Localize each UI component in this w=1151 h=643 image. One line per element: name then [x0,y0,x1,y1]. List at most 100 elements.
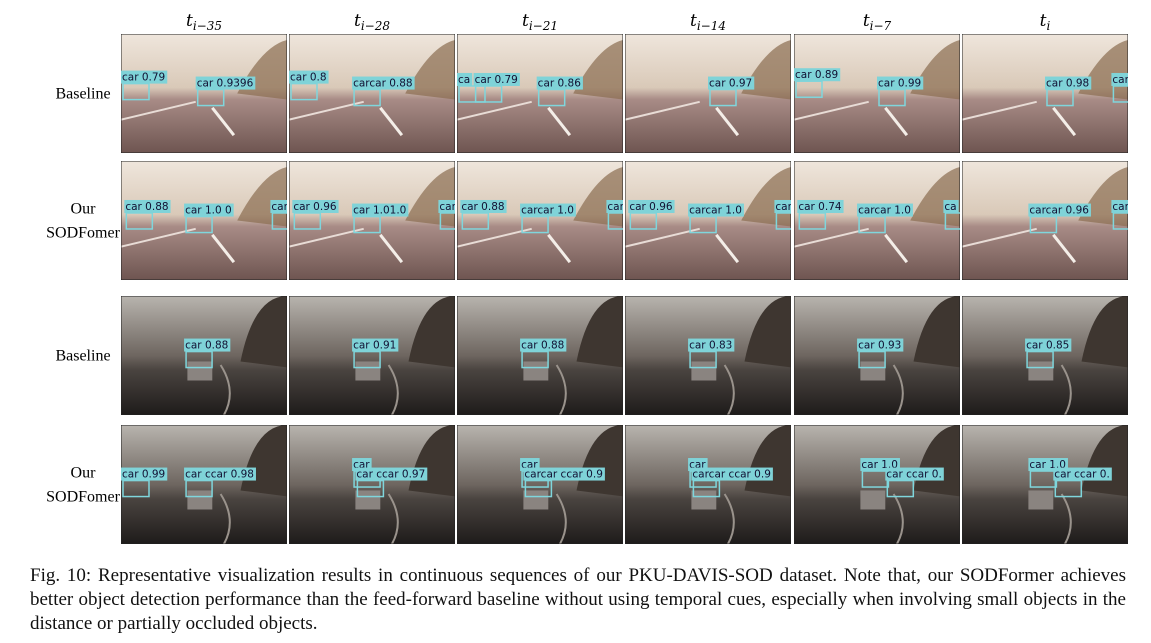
detection-label-bg [691,467,773,481]
detection-label-bg [688,338,735,352]
image-cell: car 0.93 [794,296,960,415]
road-edge [457,227,532,248]
car-shape [187,361,213,381]
detection-label-bg [857,203,913,217]
column-header: ti−28 [354,11,390,33]
detection-label-bg [523,467,605,481]
detection-label: car ccar 0.98 [185,469,254,481]
detection-label: car 0.83 [689,340,732,352]
road-line [715,233,740,264]
road-line [211,233,236,264]
detection-label-bg [536,76,583,90]
column-header-base: t [690,11,697,31]
column-header: ti [1040,11,1051,33]
detection-label-bg [184,203,234,217]
road-curve [723,364,735,415]
detection-label: car 0.85 [1026,340,1069,352]
car-shape [187,490,213,510]
detection-label: car [271,201,288,213]
detection-label-bg [1028,203,1091,217]
column-header-sub: i−14 [697,19,726,33]
detection-label: car 0.79 [122,72,165,84]
image-cell: car 0.89 car 0.99 [794,34,960,153]
image-cell: car 0.97 [625,34,791,153]
road-curve [892,493,904,544]
detection-label-bg [352,338,399,352]
row-label: Our [71,201,97,218]
detection-label-bg [520,203,576,217]
image-cell: car 0.85 [962,296,1128,415]
row-label: Our [71,465,97,482]
detection-label: car ccar 0.97 [356,469,425,481]
detection-label-bg [438,199,455,213]
column-header-base: t [863,11,870,31]
detection-label-bg [1111,72,1128,86]
detection-label: car 0.88 [185,340,228,352]
image-cell: car 0.96 car 1.01.0 car [289,161,456,280]
detection-label: car ccar 0. [1054,469,1110,481]
detection-label-bg [857,338,904,352]
detection-label: car 0.9396 [197,78,254,90]
image-cell: car 0.8 carcar 0.88 [289,34,455,153]
trees [913,296,960,368]
road-line [379,233,404,264]
trees [1081,296,1128,368]
detection-label: car ccar 0. [886,469,942,481]
detection-label-bg [688,203,744,217]
detection-label: ca [458,74,470,86]
detection-label: car 1.0 0 [185,205,232,217]
detection-label-bg [1053,467,1112,481]
detection-label: car 0.99 [122,469,165,481]
detection-label: car 0.88 [125,201,168,213]
image-cell: car 0.88 carcar 1.0 car [457,161,623,280]
column-header-base: t [522,11,529,31]
detection-label-bg [628,199,675,213]
image-cell: carcar 0.96 car [962,161,1129,280]
trees [576,296,623,368]
detection-label: ca [944,201,956,213]
car-shape [1028,490,1054,510]
trees [240,296,287,368]
column-header-base: t [354,11,361,31]
road-line [379,106,404,137]
detection-label-bg [184,338,231,352]
road-edge [457,100,532,121]
detection-label: car 0.98 [1046,78,1089,90]
column-header: ti−7 [863,11,892,33]
road-curve [555,493,567,544]
road-line [547,106,572,137]
detection-label-bg [457,72,473,86]
detection-label: car 0.86 [538,78,582,90]
road-curve [219,364,231,415]
detection-label-bg [797,199,844,213]
row-label: Baseline [55,86,110,103]
road-edge [625,100,700,121]
image-cell: carcar ccar 0.97 [289,425,455,544]
detection-label-bg [606,199,623,213]
column-header-sub: i−35 [193,19,222,33]
detection-label: car [1112,201,1129,213]
detection-label: carcar ccar 0.9 [692,469,771,481]
column-header-sub: i−28 [361,19,391,33]
detection-label: carcar 0.88 [353,78,413,90]
detection-label: car 1.01.0 [353,205,406,217]
detection-label-bg [355,467,428,481]
road-edge [289,227,364,248]
column-header-sub: i−7 [870,19,892,33]
detection-label-bg [774,199,791,213]
detection-label-bg [352,203,409,217]
road-line [1052,106,1077,137]
road-edge [962,100,1037,121]
column-header-sub: i−21 [529,19,558,33]
detection-label: carcar ccar 0.9 [524,469,603,481]
car-shape [355,361,381,381]
road-line [715,106,740,137]
row-label: Baseline [55,348,110,365]
detection-label: car [439,201,456,213]
detection-label-bg [885,467,944,481]
image-cell: car 0.79 car 0.9396 [121,34,287,153]
car-shape [860,361,886,381]
column-header: ti−21 [522,11,558,33]
